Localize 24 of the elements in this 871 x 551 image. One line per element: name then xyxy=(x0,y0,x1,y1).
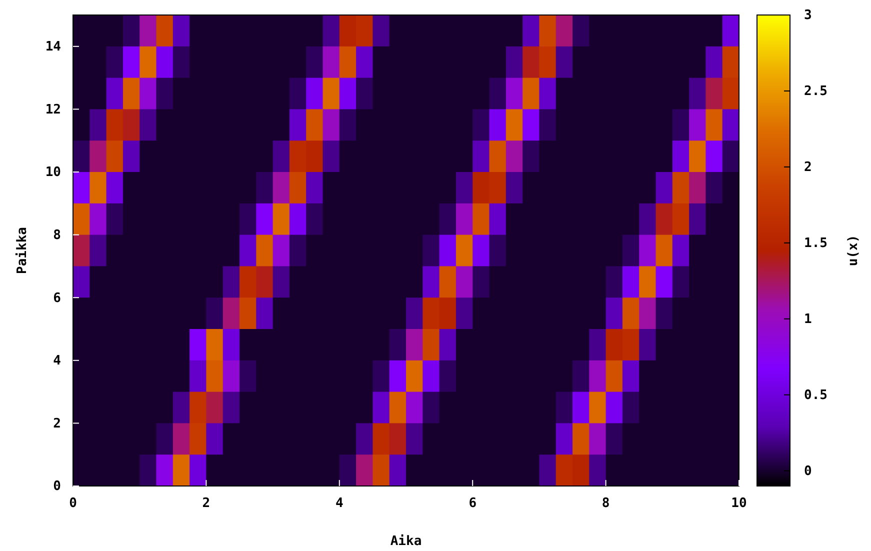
y-tick-label: 14 xyxy=(45,40,62,55)
color-bar-label: 0.5 xyxy=(804,388,828,403)
y-tick-label: 8 xyxy=(53,228,62,243)
y-tick-label: 6 xyxy=(53,290,62,306)
color-bar-label: 2 xyxy=(804,160,812,176)
y-axis-title: Paikka xyxy=(15,226,30,274)
y-tick-label: 12 xyxy=(45,102,61,118)
color-bar-label: 3 xyxy=(804,8,812,24)
x-axis-title: Aika xyxy=(390,534,422,549)
color-bar-label: 0 xyxy=(804,464,812,479)
x-tick-label: 8 xyxy=(602,496,610,512)
y-tick-label: 0 xyxy=(53,479,62,494)
color-bar-label: 1 xyxy=(804,312,812,328)
x-tick-label: 0 xyxy=(69,496,78,512)
x-tick-label: 2 xyxy=(202,496,210,512)
color-bar-title: u(x) xyxy=(846,234,861,266)
y-tick-label: 2 xyxy=(53,416,61,432)
y-tick-label: 4 xyxy=(53,354,62,369)
color-bar-label: 2.5 xyxy=(804,84,828,100)
y-tick-label: 10 xyxy=(45,165,62,180)
color-bar-label: 1.5 xyxy=(804,236,828,252)
x-tick-label: 6 xyxy=(468,496,477,512)
x-tick-label: 4 xyxy=(335,496,344,512)
x-tick-label: 10 xyxy=(731,496,747,512)
